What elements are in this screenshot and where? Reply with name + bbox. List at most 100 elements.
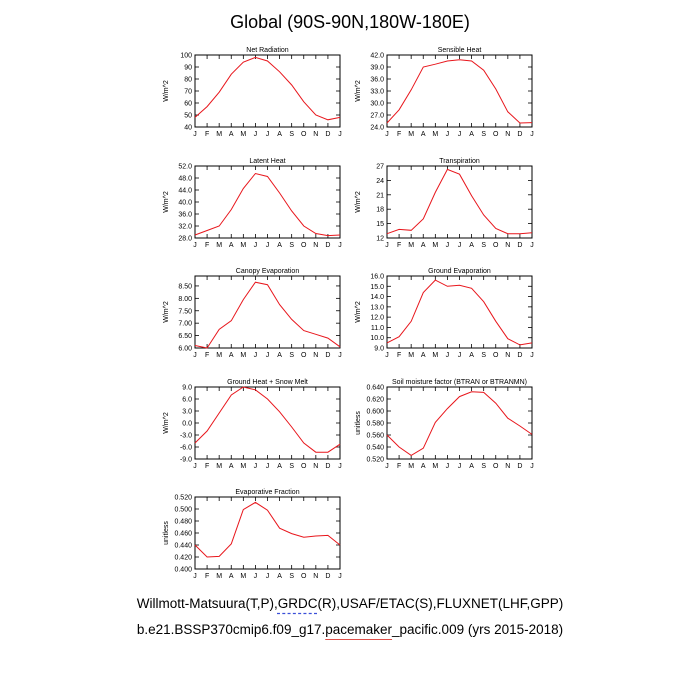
panel-ground-evaporation-xtick-label: S <box>481 352 486 359</box>
panel-evaporative-fraction-xtick-label: J <box>193 573 197 580</box>
panel-transpiration-xtick-label: O <box>493 242 499 249</box>
panel-canopy-evaporation-ytick-label: 6.50 <box>178 333 192 340</box>
panel-soil-moisture-factor-btran-or-btranmn-xtick-label: J <box>385 463 389 470</box>
panel-canopy-evaporation-frame <box>194 275 341 349</box>
panel-transpiration-frame <box>386 165 533 239</box>
panel-transpiration-series-line <box>386 168 533 235</box>
panel-ground-evaporation-xtick-label: J <box>458 352 462 359</box>
panel-ground-heat-snow-melt-ytick-label: 6.0 <box>182 397 192 404</box>
panel-latent-heat-ytick-label: 52.0 <box>178 164 192 171</box>
panel-ground-heat-snow-melt-ytick-label: -3.0 <box>180 433 192 440</box>
panel-canopy-evaporation: Canopy Evaporation W/m^2 6.00 6.50 7.00 7.50 8… <box>163 268 342 359</box>
panel-net-radiation-ytick-label: 80 <box>184 77 192 84</box>
panel-latent-heat-ylabel: W/m^2 <box>163 191 170 213</box>
panel-ground-evaporation-ytick-label: 13.0 <box>370 304 384 311</box>
panel-net-radiation-xtick-label: A <box>229 131 234 138</box>
panel-evaporative-fraction-title: Evaporative Fraction <box>235 489 299 496</box>
panel-soil-moisture-factor-btran-or-btranmn-xtick-label: F <box>397 463 401 470</box>
panel-sensible-heat-xtick-label: N <box>505 131 510 138</box>
panel-net-radiation-xtick-label: J <box>338 131 342 138</box>
panel-ground-evaporation-series-line <box>386 279 533 346</box>
panel-ground-heat-snow-melt-xtick-label: A <box>229 463 234 470</box>
panel-ground-evaporation-xtick-label: N <box>505 352 510 359</box>
panel-ground-evaporation-ytick-label: 14.0 <box>370 294 384 301</box>
panel-transpiration-ytick-label: 24 <box>376 178 384 185</box>
panel-soil-moisture-factor-btran-or-btranmn-xtick-label: S <box>481 463 486 470</box>
panel-sensible-heat: Sensible Heat W/m^2 24.0 27.0 30.0 33.0 36.0 39… <box>355 47 534 138</box>
panel-transpiration-ytick-label: 27 <box>376 164 384 171</box>
panel-ground-heat-snow-melt-ytick-label: -9.0 <box>180 457 192 464</box>
panel-soil-moisture-factor-btran-or-btranmn-xtick-label: M <box>408 463 414 470</box>
panel-sensible-heat-xtick-label: J <box>446 131 450 138</box>
panel-transpiration-xtick-label: J <box>530 242 534 249</box>
panel-evaporative-fraction-ytick-label: 0.440 <box>174 543 192 550</box>
figure-title: Global (90S-90N,180W-180E) <box>230 12 470 32</box>
panel-ground-heat-snow-melt-ytick-label: 0.0 <box>182 421 192 428</box>
panel-transpiration-xtick-label: J <box>385 242 389 249</box>
panel-soil-moisture-factor-btran-or-btranmn-ytick-label: 0.520 <box>366 457 384 464</box>
panel-ground-evaporation-xtick-label: M <box>408 352 414 359</box>
panel-net-radiation-ylabel: W/m^2 <box>163 80 170 102</box>
panel-evaporative-fraction-xtick-label: F <box>205 573 209 580</box>
panel-canopy-evaporation-xtick-label: J <box>338 352 342 359</box>
panel-net-radiation-ytick-label: 40 <box>184 125 192 132</box>
panel-canopy-evaporation-ytick-label: 7.50 <box>178 308 192 315</box>
panel-transpiration-ytick-label: 21 <box>376 192 384 199</box>
panel-soil-moisture-factor-btran-or-btranmn-ytick-label: 0.620 <box>366 397 384 404</box>
panel-canopy-evaporation-ytick-label: 8.50 <box>178 283 192 290</box>
panel-net-radiation-ytick-label: 100 <box>180 53 192 60</box>
panel-ground-evaporation-title: Ground Evaporation <box>428 268 491 275</box>
panel-evaporative-fraction-ytick-label: 0.420 <box>174 555 192 562</box>
panel-net-radiation-xtick-label: M <box>216 131 222 138</box>
panel-latent-heat-xtick-label: M <box>240 242 246 249</box>
panel-net-radiation-xtick-label: D <box>325 131 330 138</box>
panel-sensible-heat-xtick-label: S <box>481 131 486 138</box>
panel-net-radiation-xtick-label: N <box>313 131 318 138</box>
panel-latent-heat-xtick-label: O <box>301 242 307 249</box>
panel-sensible-heat-ytick-label: 24.0 <box>370 125 384 132</box>
panel-canopy-evaporation-ytick-label: 6.00 <box>178 346 192 353</box>
panel-soil-moisture-factor-btran-or-btranmn-xtick-label: N <box>505 463 510 470</box>
panel-transpiration-xtick-label: M <box>432 242 438 249</box>
panel-net-radiation-ytick-label: 50 <box>184 113 192 120</box>
caption-grdc: GRDC <box>277 596 318 611</box>
panel-evaporative-fraction-ytick-label: 0.500 <box>174 507 192 514</box>
panel-sensible-heat-xtick-label: M <box>432 131 438 138</box>
panel-net-radiation-series-line <box>194 56 341 121</box>
panel-sensible-heat-xtick-label: M <box>408 131 414 138</box>
panel-soil-moisture-factor-btran-or-btranmn-xtick-label: J <box>458 463 462 470</box>
panel-canopy-evaporation-ylabel: W/m^2 <box>163 301 170 323</box>
panel-ground-heat-snow-melt-ylabel: W/m^2 <box>163 412 170 434</box>
panel-net-radiation-ytick-label: 70 <box>184 89 192 96</box>
panel-latent-heat-xtick-label: A <box>229 242 234 249</box>
panel-transpiration-xtick-label: N <box>505 242 510 249</box>
panel-soil-moisture-factor-btran-or-btranmn-ytick-label: 0.560 <box>366 433 384 440</box>
caption-case: b.e21.BSSP370cmip6.f09_g17.pacemaker_pac… <box>0 622 700 637</box>
panel-sensible-heat-title: Sensible Heat <box>438 47 482 54</box>
panel-ground-heat-snow-melt-xtick-label: J <box>266 463 270 470</box>
panel-ground-evaporation-ytick-label: 10.0 <box>370 335 384 342</box>
panel-net-radiation-xtick-label: A <box>277 131 282 138</box>
panel-net-radiation-xtick-label: J <box>254 131 258 138</box>
panel-net-radiation-xtick-label: J <box>193 131 197 138</box>
panel-transpiration-ytick-label: 15 <box>376 221 384 228</box>
panel-evaporative-fraction-xtick-label: J <box>266 573 270 580</box>
panel-ground-evaporation-xtick-label: M <box>432 352 438 359</box>
panel-ground-heat-snow-melt-xtick-label: S <box>289 463 294 470</box>
panel-transpiration-xtick-label: M <box>408 242 414 249</box>
panel-latent-heat-xtick-label: F <box>205 242 209 249</box>
panel-ground-evaporation-ylabel: W/m^2 <box>355 301 362 323</box>
panel-ground-heat-snow-melt-xtick-label: M <box>216 463 222 470</box>
panel-sensible-heat-ytick-label: 27.0 <box>370 113 384 120</box>
panel-ground-evaporation-xtick-label: D <box>517 352 522 359</box>
caption-pacemaker: pacemaker <box>325 622 393 637</box>
panel-ground-evaporation: Ground Evaporation W/m^2 9.0 10.0 11.0 12.0 13… <box>355 268 534 359</box>
panel-ground-heat-snow-melt-ytick-label: 3.0 <box>182 409 192 416</box>
panel-sensible-heat-ylabel: W/m^2 <box>355 80 362 102</box>
panel-canopy-evaporation-xtick-label: A <box>277 352 282 359</box>
panel-transpiration-xtick-label: J <box>446 242 450 249</box>
panel-latent-heat-ytick-label: 40.0 <box>178 200 192 207</box>
panel-ground-evaporation-xtick-label: A <box>469 352 474 359</box>
panel-ground-heat-snow-melt-series-line <box>194 386 341 453</box>
